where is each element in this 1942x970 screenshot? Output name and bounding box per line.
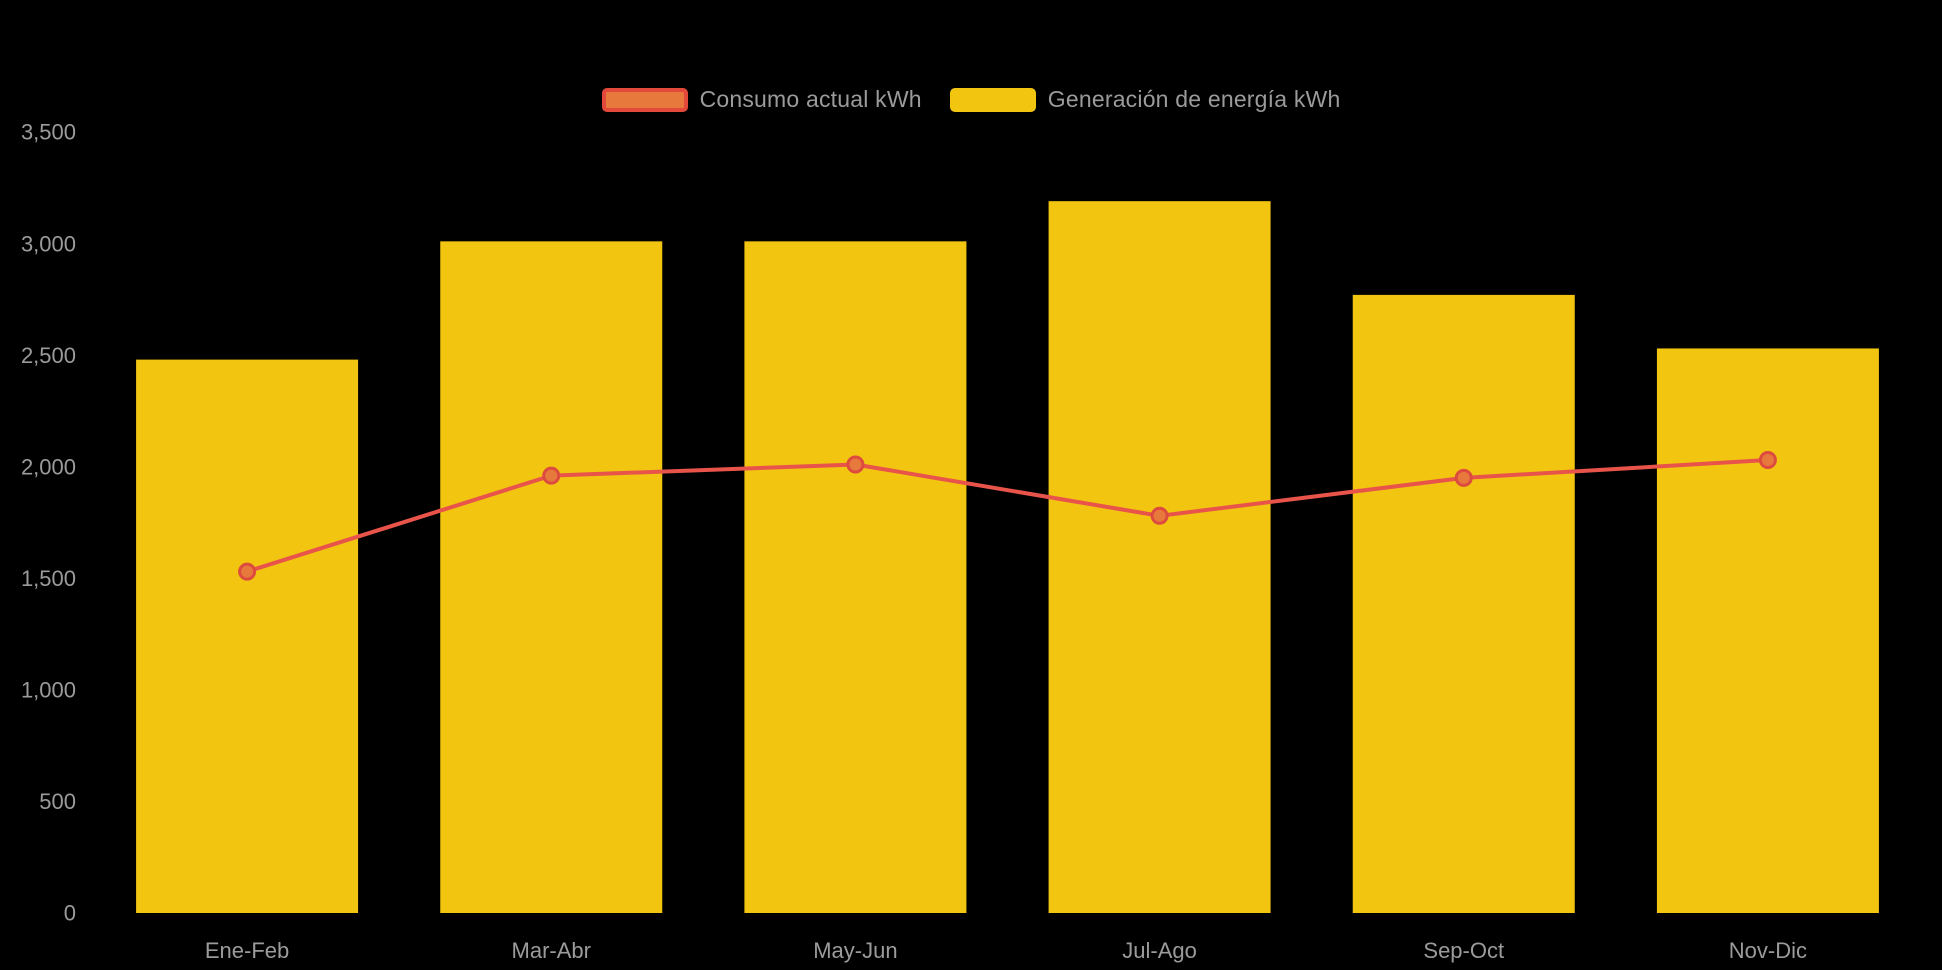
line-point-nov-dic[interactable] [1758, 451, 1777, 470]
x-axis-label-sep-oct: Sep-Oct [1423, 938, 1504, 963]
x-axis-label-mar-abr: Mar-Abr [512, 938, 591, 963]
y-axis-tick-label: 0 [64, 901, 76, 926]
x-axis-label-ene-feb: Ene-Feb [205, 938, 289, 963]
legend-swatch-line-series [601, 87, 688, 112]
legend-item-consumo-actual[interactable]: Consumo actual kWh [601, 86, 922, 113]
legend-label-generacion-energia: Generación de energía kWh [1047, 86, 1341, 112]
y-axis-tick-label: 2,000 [21, 454, 76, 479]
bar-nov-dic[interactable] [1656, 348, 1879, 913]
y-axis-tick-label: 1,000 [21, 678, 76, 703]
legend-label-consumo-actual: Consumo actual kWh [699, 86, 922, 112]
y-axis-tick-label: 3,500 [21, 120, 76, 145]
bar-may-jun[interactable] [744, 241, 967, 914]
legend-swatch-bar-series [949, 87, 1036, 112]
bar-sep-oct[interactable] [1352, 294, 1575, 913]
bar-mar-abr[interactable] [440, 241, 663, 914]
x-axis-label-jul-ago: Jul-Ago [1122, 938, 1197, 963]
line-point-sep-oct[interactable] [1454, 468, 1473, 487]
chart-legend: Consumo actual kWh Generación de energía… [0, 86, 1942, 113]
line-point-jul-ago[interactable] [1150, 506, 1169, 525]
y-axis-tick-label: 3,000 [21, 231, 76, 256]
line-point-may-jun[interactable] [846, 455, 865, 474]
line-point-ene-feb[interactable] [238, 562, 257, 581]
bar-ene-feb[interactable] [136, 359, 359, 913]
y-axis-tick-label: 1,500 [21, 566, 76, 591]
y-axis-tick-label: 500 [39, 789, 76, 814]
line-series-path [245, 458, 1770, 574]
legend-item-generacion-energia[interactable]: Generación de energía kWh [949, 86, 1341, 113]
x-axis-label-nov-dic: Nov-Dic [1729, 938, 1807, 963]
bar-jul-ago[interactable] [1048, 201, 1271, 913]
line-point-mar-abr[interactable] [542, 466, 561, 485]
x-axis-label-may-jun: May-Jun [813, 938, 897, 963]
y-axis-tick-label: 2,500 [21, 343, 76, 368]
